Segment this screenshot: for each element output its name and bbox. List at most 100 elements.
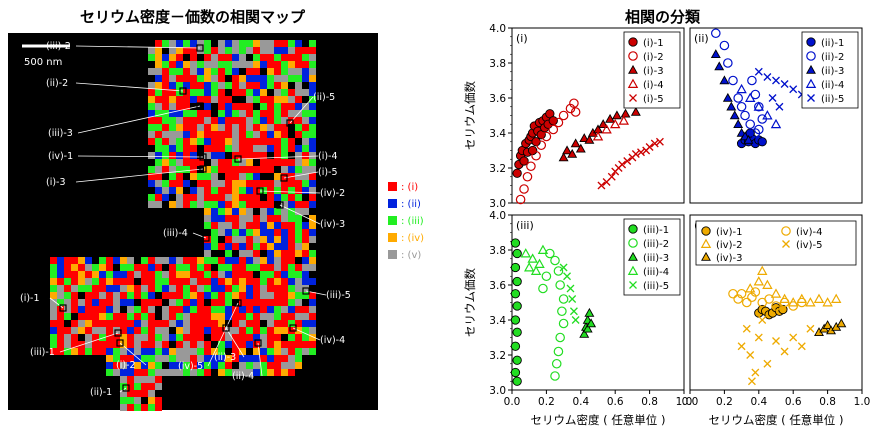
map-cell [239, 320, 246, 327]
map-cell [211, 320, 218, 327]
map-cell [218, 152, 225, 159]
map-cell [218, 299, 225, 306]
map-cell [92, 320, 99, 327]
map-cell [148, 383, 155, 390]
legend-entry: (iv)-4 [796, 227, 822, 238]
map-cell [239, 75, 246, 82]
map-cell [190, 285, 197, 292]
map-cell [253, 152, 260, 159]
map-cell [183, 285, 190, 292]
map-label-leader [59, 332, 119, 353]
map-cell [148, 348, 155, 355]
map-cell [190, 313, 197, 320]
map-cell [239, 173, 246, 180]
map-cell [127, 341, 134, 348]
map-cell [260, 82, 267, 89]
map-cell [288, 194, 295, 201]
map-label-leader [119, 342, 147, 366]
map-cell [176, 355, 183, 362]
map-cell [253, 341, 260, 348]
map-cell [232, 341, 239, 348]
map-cell [253, 96, 260, 103]
map-point-marker [202, 234, 210, 242]
map-cell [295, 362, 302, 369]
map-cell [253, 236, 260, 243]
y-tick-label: 3.6 [489, 280, 506, 292]
map-cell [260, 201, 267, 208]
map-cell [274, 187, 281, 194]
data-point [772, 337, 780, 345]
map-cell [281, 306, 288, 313]
legend-entry: (iii)-1 [643, 225, 669, 236]
map-cell [246, 257, 253, 264]
map-cell [246, 75, 253, 82]
map-cell [155, 271, 162, 278]
data-point [737, 342, 746, 351]
map-cell [155, 327, 162, 334]
map-cell [218, 306, 225, 313]
map-label: (i)-3 [46, 177, 66, 188]
map-point-marker [179, 87, 187, 95]
map-cell [232, 327, 239, 334]
map-cell [204, 68, 211, 75]
map-cell [190, 306, 197, 313]
map-cell [190, 327, 197, 334]
data-point [744, 283, 756, 293]
map-cell [176, 131, 183, 138]
map-cell [176, 327, 183, 334]
map-cell [211, 68, 218, 75]
map-cell [274, 131, 281, 138]
map-cell [288, 222, 295, 229]
map-cell [64, 299, 71, 306]
map-cell [204, 180, 211, 187]
map-cell [309, 173, 316, 180]
data-point [806, 51, 816, 61]
map-cell [176, 117, 183, 124]
map-cell [190, 89, 197, 96]
map-cell [120, 264, 127, 271]
map-cell [197, 194, 204, 201]
map-cell [204, 348, 211, 355]
map-cell [190, 68, 197, 75]
data-point [629, 94, 637, 102]
map-cell [78, 348, 85, 355]
map-cell [106, 278, 113, 285]
map-cell [246, 299, 253, 306]
map-cell [281, 187, 288, 194]
map-cell [162, 54, 169, 61]
map-cell [239, 285, 246, 292]
map-cell [281, 250, 288, 257]
map-label-leader [279, 204, 321, 225]
map-markers [49, 44, 327, 393]
map-point-marker [289, 324, 297, 332]
map-cell [274, 285, 281, 292]
data-point [553, 117, 564, 128]
map-cell [253, 138, 260, 145]
map-cell [218, 159, 225, 166]
map-cell [302, 110, 309, 117]
map-cell [85, 320, 92, 327]
map-cell [204, 271, 211, 278]
map-cell [120, 369, 127, 376]
data-point [650, 139, 659, 148]
map-cell [218, 257, 225, 264]
map-cell [239, 299, 246, 306]
map-cell [253, 110, 260, 117]
map-cell [113, 292, 120, 299]
map-cell [225, 54, 232, 61]
map-cell [106, 341, 113, 348]
map-cell [148, 68, 155, 75]
map-label: (iii)-2 [46, 41, 71, 52]
map-cell [218, 369, 225, 376]
map-cell [232, 285, 239, 292]
map-cell [225, 166, 232, 173]
map-cell [155, 96, 162, 103]
data-point [719, 75, 730, 85]
map-cell [92, 264, 99, 271]
map-cell [260, 61, 267, 68]
map-cell [225, 173, 232, 180]
map-cell [302, 257, 309, 264]
data-point [806, 64, 816, 74]
map-cell [246, 68, 253, 75]
map-cell [211, 222, 218, 229]
